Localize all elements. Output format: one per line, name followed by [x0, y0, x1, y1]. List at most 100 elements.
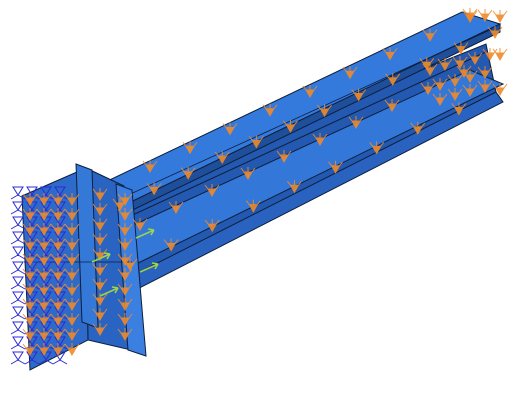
fixed-support-triad-icon: [10, 201, 26, 215]
cone-load-arrow-icon: [117, 328, 133, 342]
cone-load-arrow-icon: [36, 238, 52, 252]
cone-load-arrow-icon: [92, 263, 108, 277]
cone-load-arrow-icon: [117, 298, 133, 312]
cone-load-arrow-icon: [214, 151, 230, 165]
cone-load-arrow-icon: [348, 116, 364, 130]
cone-load-arrow-icon: [22, 283, 38, 297]
cone-load-arrow-icon: [22, 208, 38, 222]
cone-load-arrow-icon: [50, 208, 66, 222]
cone-load-arrow-icon: [382, 47, 398, 61]
cone-load-arrow-icon: [180, 166, 196, 180]
cone-load-arrow-icon: [420, 82, 436, 96]
cone-load-arrow-icon: [50, 253, 66, 267]
cone-load-arrow-icon: [92, 188, 108, 202]
cone-load-arrow-icon: [168, 201, 184, 215]
cone-load-arrow-icon: [50, 328, 66, 342]
reference-points: [91, 228, 159, 297]
cone-load-arrow-icon: [182, 141, 198, 155]
cone-load-arrow-icon: [302, 85, 318, 99]
cone-load-arrow-icon: [92, 218, 108, 232]
cone-load-arrow-icon: [462, 84, 478, 98]
cone-load-arrow-icon: [50, 223, 66, 237]
beam-centerline: [99, 51, 487, 231]
cone-load-arrow-icon: [36, 343, 52, 357]
cone-load-arrow-icon: [36, 253, 52, 267]
cone-load-arrow-icon: [369, 141, 385, 155]
cone-load-arrow-icon: [262, 103, 278, 117]
fixed-support-triad-icon: [10, 246, 26, 260]
cone-load-arrow-icon: [50, 193, 66, 207]
cone-load-arrow-icon: [22, 313, 38, 327]
cone-load-arrow-icon: [22, 223, 38, 237]
cone-load-arrow-icon: [222, 122, 238, 136]
cone-load-arrow-icon: [385, 72, 401, 86]
fixed-support-triad-icon: [10, 306, 26, 320]
cone-load-arrow-icon: [328, 160, 343, 174]
cone-load-arrow-icon: [410, 121, 426, 135]
fixed-support-triad-icon: [10, 351, 26, 365]
cone-load-arrow-icon: [50, 313, 66, 327]
cone-load-arrow-icon: [422, 28, 438, 42]
cone-load-arrow-icon: [50, 268, 66, 282]
cone-load-arrow-icon: [64, 298, 80, 312]
cone-load-arrow-icon: [462, 8, 478, 22]
fixed-support-triad-icon: [10, 321, 26, 335]
end-plate-assembly: [21, 163, 147, 371]
cone-load-arrow-icon: [64, 238, 80, 252]
cone-load-arrow-icon: [163, 238, 179, 252]
cone-load-arrow-icon: [492, 83, 508, 97]
cone-load-arrow-icon: [92, 203, 108, 217]
cone-load-arrow-icon: [437, 58, 453, 72]
reference-point-arrow-icon: [99, 286, 119, 297]
fixed-support-triad-icon: [10, 186, 26, 200]
cone-load-arrow-icon: [482, 48, 498, 62]
reference-point-arrow-icon: [135, 228, 155, 239]
cone-load-arrow-icon: [117, 253, 133, 267]
cone-load-arrow-icon: [453, 41, 469, 55]
cone-load-arrow-icon: [22, 253, 38, 267]
cone-load-arrow-icon: [351, 88, 367, 102]
fixed-support-triad-icon: [10, 261, 26, 275]
cone-load-arrow-icon: [467, 52, 483, 66]
cone-load-arrow-icon: [384, 99, 400, 113]
cone-load-arrow-icon: [117, 268, 133, 282]
cone-load-arrow-icon: [112, 198, 128, 212]
cone-load-arrow-icon: [248, 135, 264, 149]
cone-load-arrow-icon: [117, 238, 133, 252]
i-beam-body: [74, 11, 505, 303]
cone-load-arrow-icon: [462, 70, 478, 84]
cone-load-arrow-icon: [92, 233, 108, 247]
cone-load-arrow-icon: [64, 193, 80, 207]
cone-load-arrow-icon: [64, 313, 80, 327]
beam-flange-line: [125, 29, 491, 197]
cone-load-arrow-icon: [452, 56, 468, 70]
cone-load-arrow-icon: [36, 208, 52, 222]
cone-load-arrow-icon: [64, 328, 80, 342]
cone-load-arrow-icon: [312, 133, 328, 147]
cone-load-arrow-icon: [92, 308, 108, 322]
cone-load-arrow-icon: [245, 199, 261, 213]
cone-load-arrow-icon: [477, 80, 493, 94]
cone-load-arrow-icon: [36, 283, 52, 297]
cone-load-arrow-icon: [477, 9, 493, 23]
cone-load-arrow-icon: [492, 10, 508, 24]
cone-load-arrow-icon: [36, 193, 52, 207]
load-markers: [22, 8, 508, 357]
cone-load-arrow-icon: [432, 78, 448, 92]
cone-load-arrow-icon: [117, 208, 133, 222]
cone-load-arrow-icon: [317, 104, 332, 118]
cone-load-arrow-icon: [447, 88, 463, 102]
cone-load-arrow-icon: [36, 328, 52, 342]
cone-load-arrow-icon: [132, 218, 148, 232]
cone-load-arrow-icon: [447, 74, 463, 88]
cone-load-arrow-icon: [287, 180, 302, 194]
cone-load-arrow-icon: [451, 102, 467, 116]
cone-load-arrow-icon: [36, 313, 52, 327]
cone-load-arrow-icon: [342, 66, 358, 80]
cone-load-arrow-icon: [204, 184, 220, 198]
cone-load-arrow-icon: [422, 63, 438, 77]
cone-load-arrow-icon: [477, 66, 493, 80]
cone-load-arrow-icon: [117, 223, 133, 237]
cone-load-arrow-icon: [492, 48, 508, 62]
